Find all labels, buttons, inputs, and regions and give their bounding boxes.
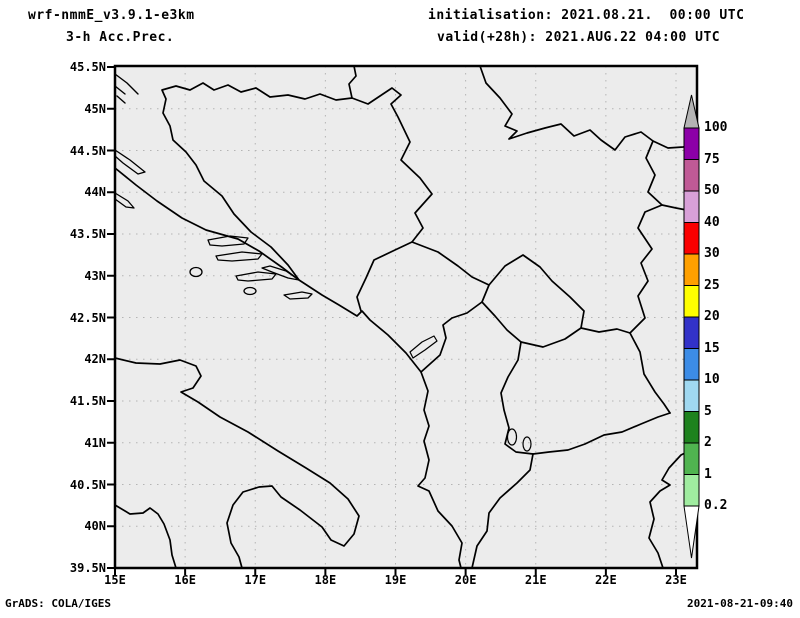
lon-tick-label: 23E [665,573,687,587]
lat-tick-label: 40N [84,519,106,534]
lon-tick-label: 18E [314,573,337,587]
colorbar-label: 0.2 [704,498,728,513]
lat-tick-label: 43.5N [69,227,106,241]
lat-tick-label: 39.5N [69,561,106,575]
serbia-macedonia-border [580,327,631,334]
lon-tick-label: 15E [104,573,126,587]
creation-timestamp: 2021-08-21-09:40 [687,597,793,610]
albania-greece-border [471,453,534,569]
serbia-montenegro-border [411,241,490,286]
colorbar-label: 20 [704,309,720,324]
croatia-serbia-border [348,65,357,99]
lat-tick-label: 42N [84,352,106,367]
lat-tick-label: 45.5N [69,60,106,74]
croatia-bosnia-sava-border [161,82,353,281]
lat-tick-label: 44N [84,185,106,200]
timok-border [645,140,663,206]
albania-macedonia-border [500,341,534,455]
aegean-coastline [648,446,698,569]
colorbar-label: 50 [704,183,720,198]
prespa-lake [522,436,532,452]
colorbar-label: 1 [704,466,712,482]
axis-ticks [107,66,677,575]
macedonia-greece-border [532,412,671,455]
colorbar-label: 15 [704,340,720,356]
lat-tick-label: 43N [84,268,106,283]
italy-tyrrhenian-coastline [114,504,177,569]
grads-credit: GrADS: COLA/IGES [5,597,111,610]
ohrid-lake [506,428,518,446]
serbia-bulgaria-border [629,204,698,334]
colorbar-label: 40 [704,214,720,230]
lon-tick-label: 21E [524,573,547,587]
colorbar [683,94,700,559]
montenegro-albania-border [420,301,483,373]
init-time-label: initialisation: 2021.08.21. 00:00 UTC [428,8,745,23]
lat-tick-label: 41.5N [69,394,106,408]
skadar-lake [409,335,438,359]
adriatic-coastline [114,167,463,569]
colorbar-label: 100 [704,120,728,135]
colorbar-label: 2 [704,435,712,450]
serbia-romania-danube-border [479,65,698,151]
lon-tick-label: 19E [384,573,407,587]
colorbar-label: 25 [704,277,720,293]
macedonia-bulgaria-border [629,332,671,414]
colorbar-label: 10 [704,372,720,387]
lat-tick-label: 42.5N [69,310,106,325]
model-title: wrf-nmmE_v3.9.1-e3km [28,8,195,23]
lat-tick-label: 45N [84,101,106,116]
italy-adriatic-coastline [114,357,360,569]
colorbar-label: 30 [704,246,720,261]
map-background [115,66,697,568]
lat-tick-label: 44.5N [69,143,106,158]
field-title: 3-h Acc.Prec. [66,30,175,45]
velebit-coast-fragment [114,73,139,104]
lon-tick-label: 20E [454,573,477,587]
valid-time-label: valid(+28h): 2021.AUG.22 04:00 UTC [437,30,721,45]
colorbar-label: 75 [704,151,720,167]
lat-tick-label: 40.5N [69,477,106,492]
drina-montenegro-border [351,87,433,312]
lon-tick-label: 17E [244,573,267,587]
coastlines-and-borders [114,65,698,569]
colorbar-label: 5 [704,403,712,419]
lon-tick-label: 22E [595,573,617,587]
lat-tick-label: 41N [84,435,106,450]
lon-tick-label: 16E [174,573,196,587]
